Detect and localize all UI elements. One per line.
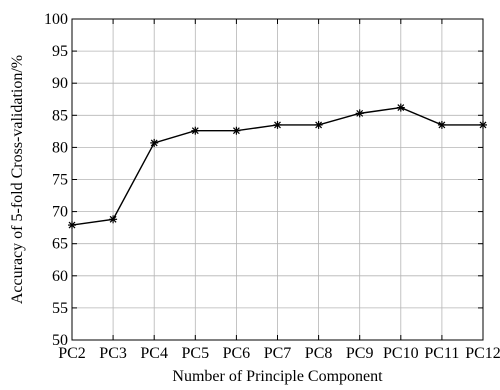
y-tick-label: 65	[52, 236, 68, 253]
y-tick-label: 90	[52, 75, 68, 92]
y-tick-label: 70	[52, 204, 68, 221]
x-axis-ticks: PC2 PC3 PC4 PC5 PC6 PC7 PC8 PC9 PC10 PC11 PC12	[58, 19, 500, 362]
x-tick-label: PC3	[99, 345, 127, 362]
x-axis-title: Number of Principle Component	[172, 368, 383, 385]
data-point-marker	[479, 120, 487, 129]
data-point-marker	[437, 120, 446, 129]
y-tick-label: 100	[44, 11, 68, 28]
data-point-marker	[68, 221, 76, 230]
x-tick-label: PC10	[383, 345, 419, 362]
x-tick-label: PC2	[58, 345, 86, 362]
x-tick-label: PC6	[223, 345, 251, 362]
data-point-marker	[150, 138, 159, 147]
y-tick-label: 55	[52, 300, 68, 317]
y-axis-ticks: 50 55 60 65 70 75 80 85 90 95 100	[44, 11, 483, 349]
y-tick-label: 85	[52, 107, 68, 124]
data-point-marker	[232, 126, 241, 135]
x-tick-label: PC11	[424, 345, 459, 362]
data-point-marker	[355, 109, 364, 118]
y-tick-label: 75	[52, 172, 68, 189]
x-tick-label: PC7	[264, 345, 292, 362]
x-tick-label: PC9	[346, 345, 374, 362]
grid	[72, 19, 483, 340]
y-tick-label: 50	[52, 332, 68, 349]
y-tick-label: 95	[52, 43, 68, 60]
x-tick-label: PC12	[465, 345, 500, 362]
data-point-marker	[396, 103, 405, 112]
y-axis-title: Accuracy of 5-fold Cross-validation/%	[9, 55, 26, 304]
y-tick-label: 80	[52, 139, 68, 156]
data-point-marker	[191, 126, 200, 135]
data-point-marker	[314, 120, 323, 129]
x-tick-label: PC4	[140, 345, 168, 362]
series-layer	[68, 103, 487, 230]
x-tick-label: PC8	[305, 345, 333, 362]
data-point-marker	[109, 215, 118, 224]
x-tick-label: PC5	[182, 345, 210, 362]
data-point-marker	[273, 120, 282, 129]
y-tick-label: 60	[52, 268, 68, 285]
